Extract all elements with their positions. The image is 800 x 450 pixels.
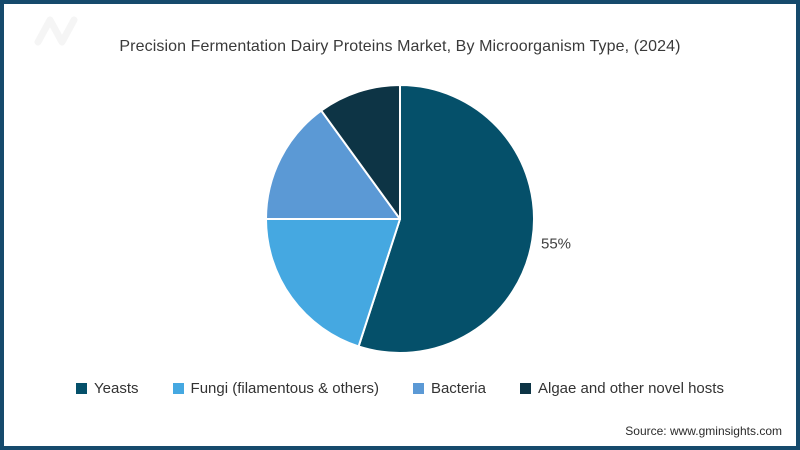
legend: Yeasts Fungi (filamentous & others) Bacter… (4, 380, 796, 397)
source-note: Source: www.gminsights.com (625, 424, 782, 438)
legend-label: Bacteria (430, 380, 486, 397)
legend-swatch-icon (172, 383, 184, 394)
legend-swatch-icon (412, 383, 424, 394)
pie-slice-bacteria (265, 109, 401, 220)
chart-title: Precision Fermentation Dairy Proteins Ma… (119, 38, 681, 55)
data-label-yeasts: 55% (540, 235, 572, 253)
legend-label: Yeasts (94, 380, 139, 397)
watermark-logo (34, 16, 78, 46)
pie-chart (265, 84, 535, 354)
pie-slice-fungi-filamentous-others (265, 218, 401, 348)
legend-item-bacteria: Bacteria (412, 380, 486, 397)
legend-swatch-icon (76, 383, 88, 394)
legend-label: Algae and other novel hosts (537, 380, 724, 397)
legend-swatch-icon (519, 383, 531, 394)
legend-item-algae-and-other-novel-hosts: Algae and other novel hosts (519, 380, 724, 397)
legend-label: Fungi (filamentous & others) (190, 380, 379, 397)
legend-item-yeasts: Yeasts (76, 380, 139, 397)
chart-stage: Precision Fermentation Dairy Proteins Ma… (4, 4, 796, 446)
pie-slice-algae-and-other-novel-hosts (320, 84, 401, 220)
pie-slice-yeasts (357, 84, 535, 354)
legend-item-fungi-filamentous-others: Fungi (filamentous & others) (172, 380, 379, 397)
